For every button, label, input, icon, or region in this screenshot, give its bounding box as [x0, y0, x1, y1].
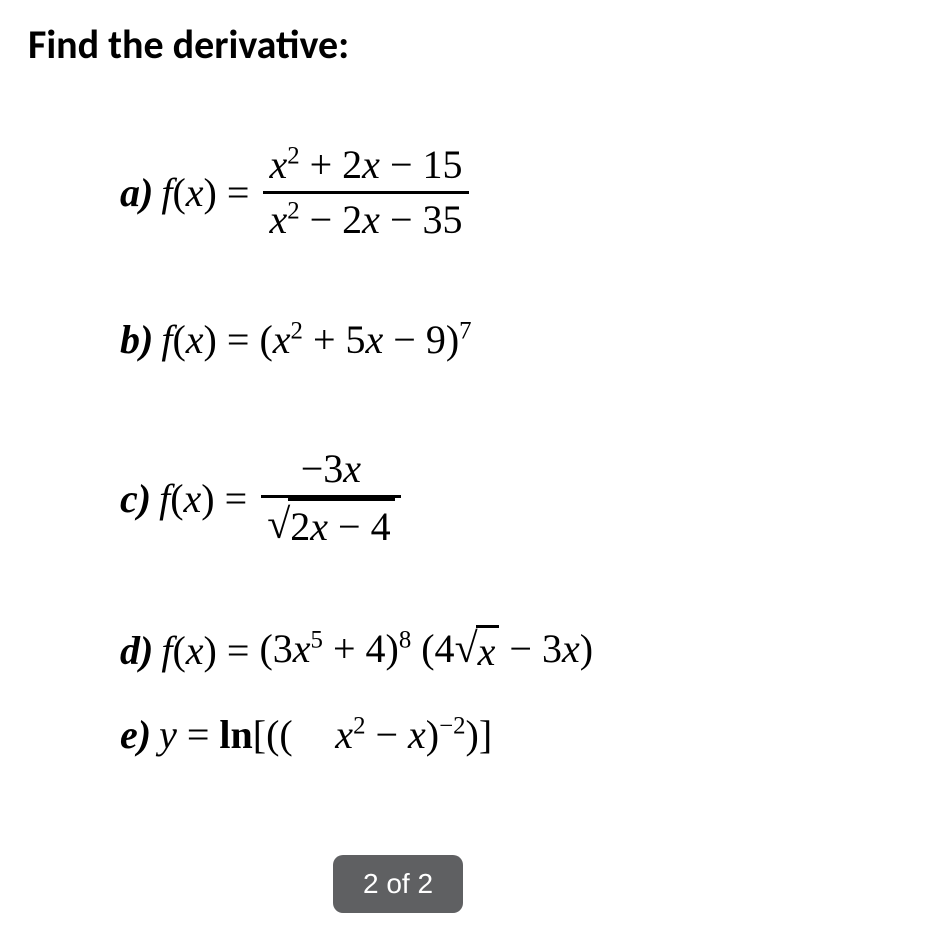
equals-sign: =: [227, 627, 250, 674]
equals-sign: =: [227, 316, 250, 363]
open: (3: [259, 626, 292, 671]
open-paren: (: [259, 317, 272, 362]
problem-a: a) f(x) = x2 + 2x − 15 x2 − 2x − 35: [120, 139, 924, 246]
problem-c-numerator: −3x: [295, 443, 367, 495]
problem-b-label: b): [120, 316, 153, 363]
exponent: 2: [291, 318, 303, 345]
equals-sign: =: [225, 475, 248, 522]
term: − 15: [380, 142, 463, 187]
problem-d-expression: (3x5 + 4)8 (4√x − 3x): [259, 625, 593, 675]
close: ): [580, 626, 593, 671]
term: − 9): [383, 317, 459, 362]
page-heading: Find the derivative:: [28, 20, 924, 69]
problem-a-fraction: x2 + 2x − 15 x2 − 2x − 35: [263, 139, 468, 246]
problem-a-label: a): [120, 169, 153, 216]
problem-a-numerator: x2 + 2x − 15: [263, 139, 468, 191]
problem-b: b) f(x) = (x2 + 5x − 9)7: [120, 316, 924, 363]
problem-a-denominator: x2 − 2x − 35: [263, 194, 468, 246]
coef: −3: [301, 446, 344, 491]
open2: (4: [421, 626, 454, 671]
term: − 4: [328, 504, 391, 549]
term: − 3: [499, 626, 562, 671]
term: + 2: [300, 142, 363, 187]
exponent: 5: [311, 627, 323, 654]
term: + 5: [303, 317, 366, 362]
problem-c-lhs: f(x): [159, 475, 215, 522]
radicand: x: [478, 629, 496, 674]
exponent: 2: [287, 198, 299, 225]
term: − 2: [300, 197, 363, 242]
problem-d-label: d): [120, 627, 153, 674]
exponent: 2: [353, 713, 365, 740]
y-var: y: [159, 712, 177, 757]
close: )]: [466, 712, 493, 757]
problem-c-label: c): [120, 475, 151, 522]
equals-sign: =: [187, 711, 210, 758]
page-indicator-overlay: 2 of 2: [333, 855, 463, 913]
problem-c: c) f(x) = −3x √ 2x − 4: [120, 443, 924, 553]
problem-e-lhs: y: [159, 711, 177, 758]
open-inner: (: [279, 712, 292, 757]
sqrt: √x: [455, 625, 500, 675]
problem-b-expression: (x2 + 5x − 9)7: [259, 316, 471, 363]
problem-e-expression: ln[((−4x2 − x)−2)]: [219, 711, 492, 758]
open: [(: [253, 712, 280, 757]
equals-sign: =: [227, 169, 250, 216]
outer-exponent: 7: [459, 318, 471, 345]
problem-c-fraction: −3x √ 2x − 4: [261, 443, 400, 553]
coef: 2: [290, 504, 310, 549]
problem-e: e) y = ln[((−4x2 − x)−2)]: [120, 711, 924, 758]
sqrt: √ 2x − 4: [267, 498, 394, 553]
problem-e-label: e): [120, 711, 151, 758]
problem-d: d) f(x) = (3x5 + 4)8 (4√x − 3x): [120, 625, 924, 675]
problem-b-lhs: f(x): [161, 316, 217, 363]
problem-d-lhs: f(x): [161, 627, 217, 674]
close-inner: ): [426, 712, 439, 757]
outer-exponent: 8: [399, 627, 411, 654]
minus: −: [365, 712, 408, 757]
problem-c-denominator: √ 2x − 4: [261, 498, 400, 553]
term: + 4): [323, 626, 399, 671]
term: − 35: [380, 197, 463, 242]
outer-exponent: −2: [439, 713, 465, 740]
exponent: 2: [287, 143, 299, 170]
ln: ln: [219, 712, 252, 757]
problem-a-lhs: f(x): [161, 169, 217, 216]
